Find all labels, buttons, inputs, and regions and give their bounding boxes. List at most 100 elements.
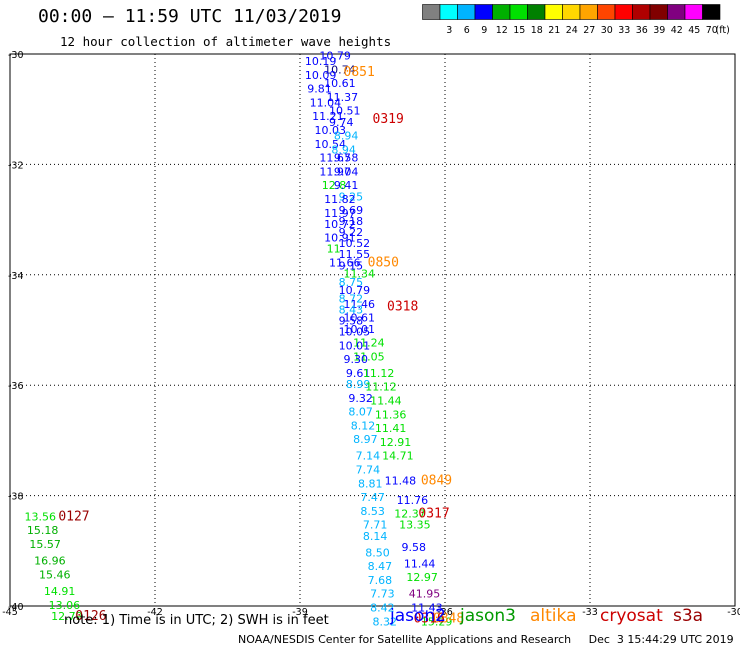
scale-swatch [702,4,721,20]
data-point-label: 8.43 [339,303,364,316]
y-tick-label: -34 [8,271,24,282]
data-point-label: 10.79 [339,284,371,297]
data-point-label: 13.56 [25,510,57,523]
data-point-label: 11.48 [385,475,417,488]
data-point-label: 10.05 [339,326,371,339]
time-label: 0850 [368,256,399,271]
data-point-label: 15.57 [29,538,61,551]
data-point-label: 10.61 [344,312,376,325]
plot-frame [9,53,736,607]
time-label: 0849 [421,474,452,489]
data-point-label: 9.04 [334,165,359,178]
data-point-label: 9.25 [339,190,364,203]
data-point-label: 8.07 [348,406,373,419]
data-point-label: 12.8 [322,179,347,192]
data-point-label: 11.12 [365,381,397,394]
data-point-label: 8.72 [339,292,364,305]
data-point-label: 10.61 [324,77,356,90]
data-point-label: 7.73 [370,588,395,601]
scale-tick-label: 27 [583,25,595,36]
satellite-jason3-label: jason3 [460,606,516,626]
data-point-label: 10.09 [305,69,337,82]
data-point-label: 8.81 [358,477,383,490]
y-tick-label: -30 [8,50,24,61]
data-point-label: 10.19 [305,55,337,68]
data-point-label: 11.97 [319,165,351,178]
x-tick-label: -45 [2,607,18,618]
data-point-label: 8.94 [334,130,359,143]
scale-tick-label: 18 [531,25,543,36]
scale-tick-label: 42 [671,25,683,36]
data-point-label: 9.74 [329,116,354,129]
data-point-label: 10.51 [329,105,361,118]
scale-tick-label: 36 [636,25,648,36]
data-point-label: 9.18 [339,215,364,228]
data-point-label: 11.97 [324,207,356,220]
data-point-label: 10.79 [319,50,351,63]
data-point-label: 8.75 [339,276,364,289]
data-point-label: 12.37 [394,508,426,521]
data-point-label: 9.58 [339,314,364,327]
x-tick-label: -36 [437,607,453,618]
data-point-label: 8.47 [368,560,393,573]
data-point-label: 11.67 [319,152,351,165]
data-point-label: 14.91 [44,585,75,598]
scale-tick-label: 21 [548,25,560,36]
data-point-label: 7.74 [356,464,381,477]
color-scale-legend: 3 6 9 12 15 18 21 24 27 30 33 36 39 42 45 70(ft) [422,4,730,36]
scale-tick-label: 6 [464,25,470,36]
data-point-label: 11.36 [375,408,407,421]
x-tick-label: -30 [727,607,740,618]
data-point-label: 10.03 [315,124,347,137]
data-point-label: 10.54 [315,138,347,151]
data-point-label: 13.06 [49,599,81,612]
scale-tick-label: 70 [706,25,718,36]
time-label: 0318 [387,300,418,315]
data-point-label: 8.53 [360,505,385,518]
data-point-label: 11.46 [344,298,376,311]
data-point-label: 11.24 [353,337,385,350]
scale-tick-label: 33 [618,25,630,36]
data-point-label: 11 [327,243,341,256]
data-point-label: 9.22 [339,226,364,239]
x-tick-label: -33 [582,607,598,618]
data-point-label: 10.72 [324,218,356,231]
data-point-label: 16.96 [34,555,66,568]
data-point-label: 11.66 [329,257,361,270]
data-point-label: 9.58 [334,152,359,165]
data-point-label: 10.91 [324,232,356,245]
data-point-label: 9.61 [346,367,371,380]
data-point-label: 15.18 [27,524,58,537]
time-label: 0316 [414,612,445,627]
data-point-label: 7.71 [363,519,388,532]
data-point-label: 9.30 [344,353,369,366]
footer-credit: NOAA/NESDIS Center for Satellite Applica… [238,633,734,646]
data-point-label: 8.12 [351,419,376,432]
scale-unit-label: (ft) [716,25,730,36]
x-tick-label: -39 [292,607,308,618]
data-point-label: 9.32 [348,392,373,405]
data-point-label: 11.41 [375,422,407,435]
data-point-label: 8.32 [373,615,398,628]
data-point-label: 8.14 [363,530,388,543]
data-point-label: 11.34 [344,268,376,281]
data-point-label: 11.44 [404,557,436,570]
scale-tick-label: 24 [566,25,578,36]
y-tick-label: -38 [8,492,24,503]
data-point-label: 11.21 [312,110,344,123]
data-point-label: 11.37 [327,91,359,104]
data-point-label: 11.12 [363,367,395,380]
time-label: 0848 [433,612,464,627]
time-label: 0317 [418,507,449,522]
scale-tick-label: 39 [653,25,665,36]
page-title: 00:00 — 11:59 UTC 11/03/2019 [38,6,342,27]
data-point-label: 9.41 [334,179,359,192]
data-point-label: 11.76 [397,494,429,507]
time-label: 0126 [75,609,106,624]
time-label: 0319 [373,112,404,127]
data-point-label: 11.82 [324,193,356,206]
data-point-label: 9.81 [307,83,332,96]
data-point-label: 11.44 [370,395,402,408]
data-point-label: 7.68 [368,574,393,587]
